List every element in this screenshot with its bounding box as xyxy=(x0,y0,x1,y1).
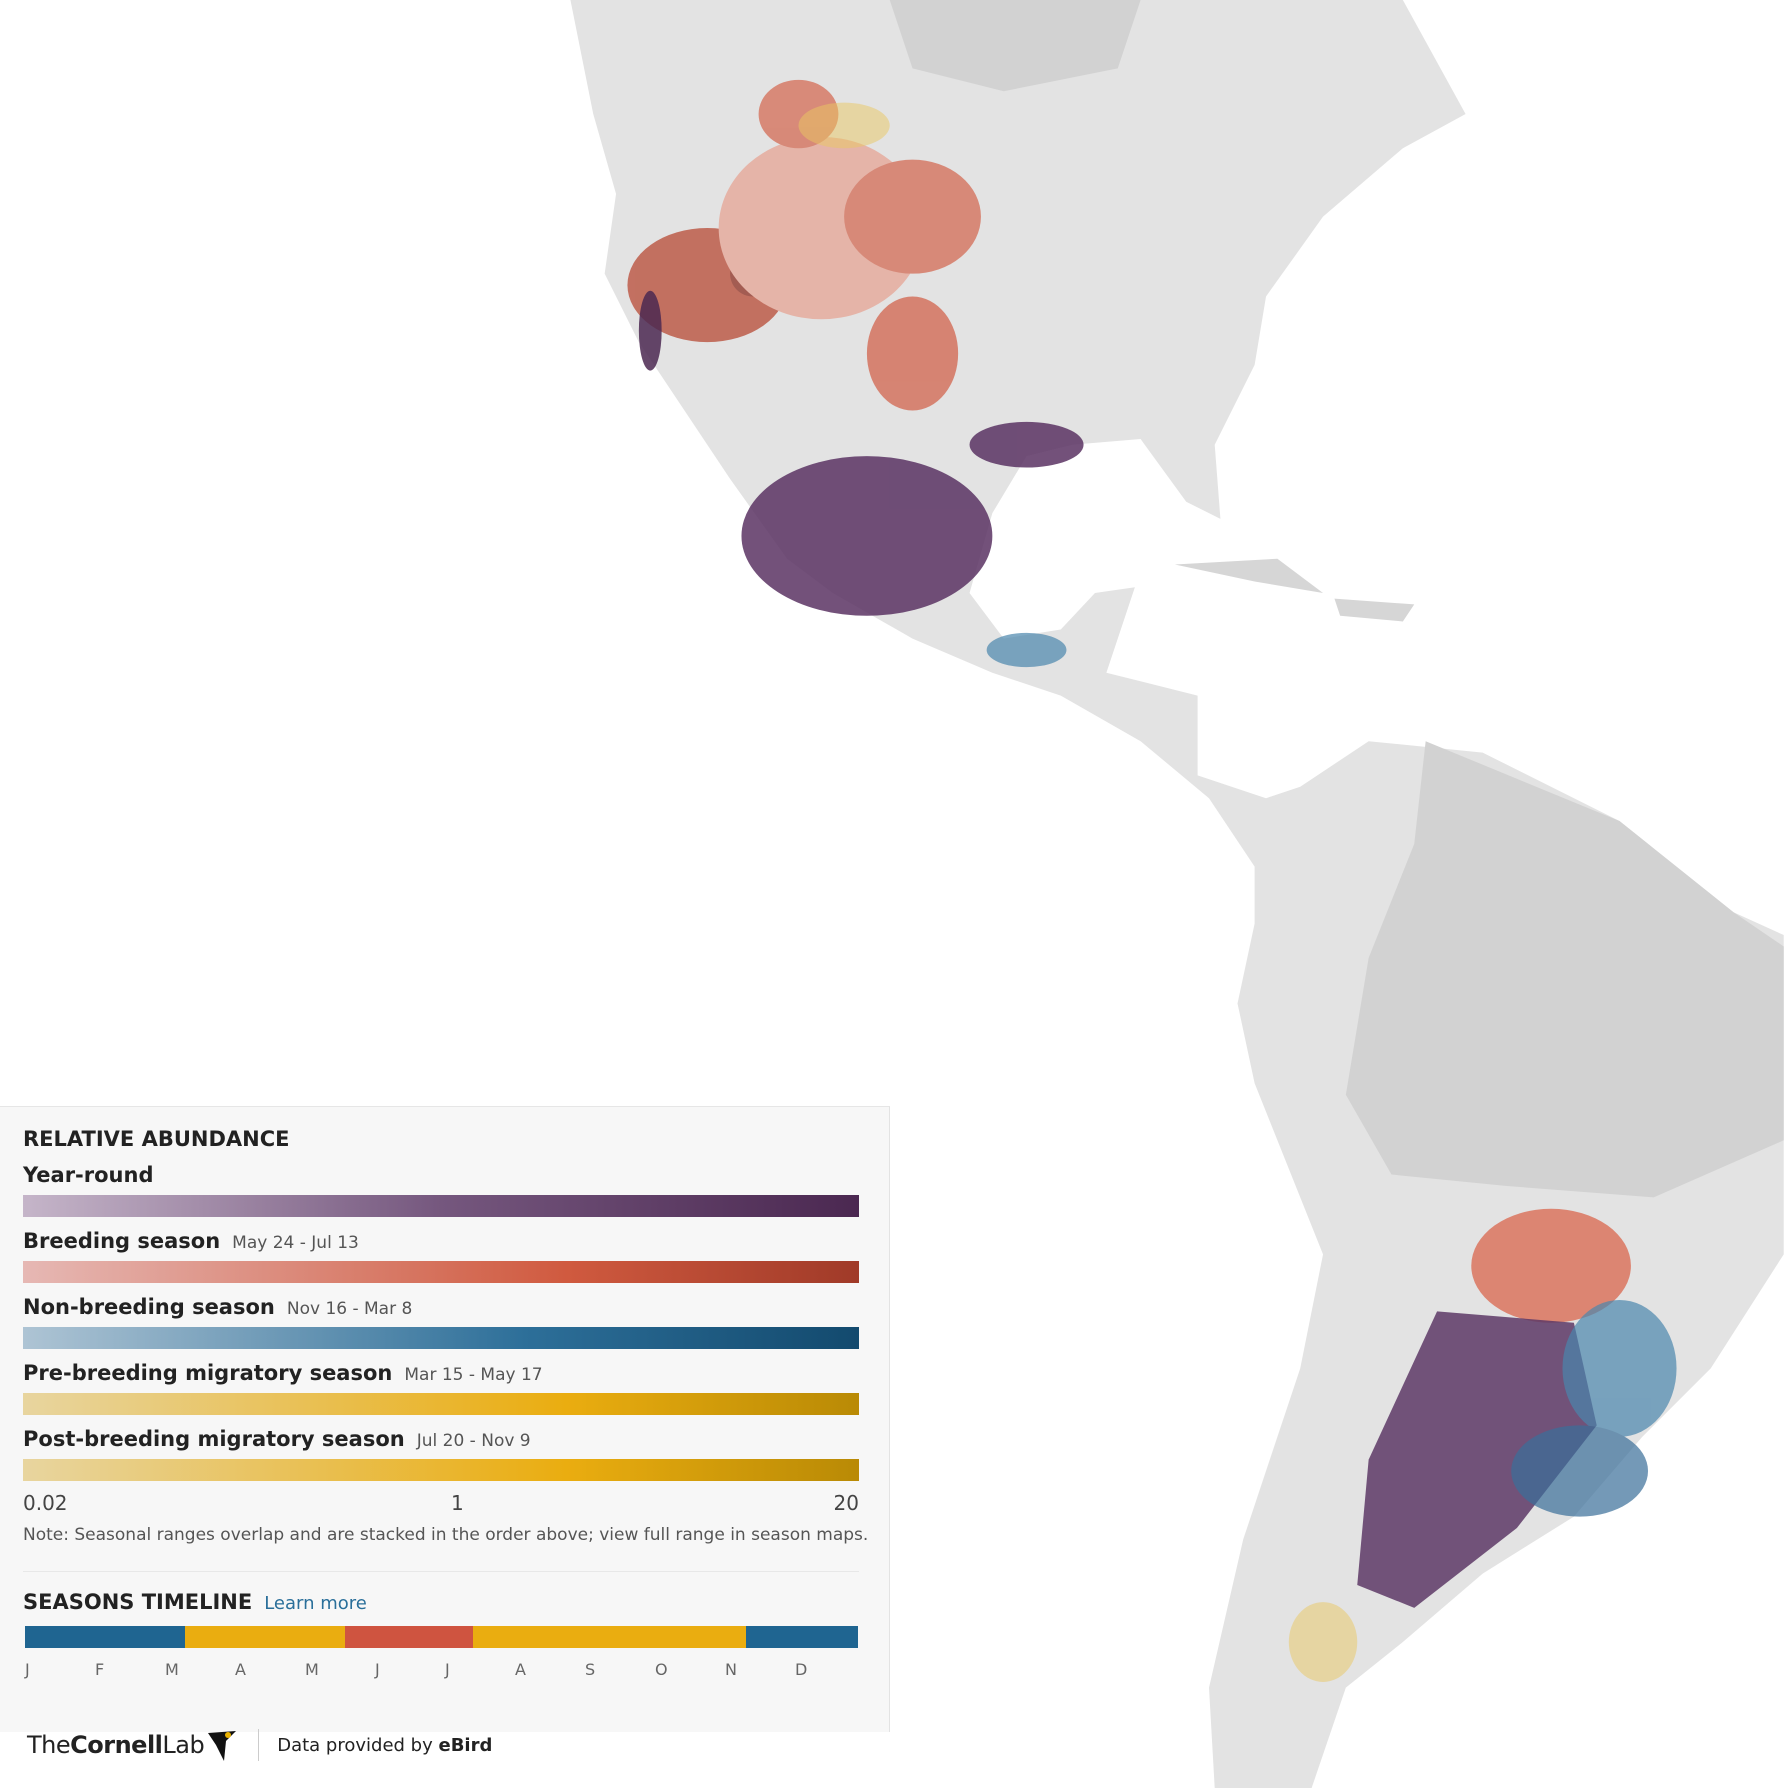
season-label: Post-breeding migratory season Jul 20 - N… xyxy=(23,1427,889,1451)
timeline-segment xyxy=(185,1626,345,1648)
land-island xyxy=(1334,598,1415,622)
abundance-non-breeding xyxy=(986,632,1677,1517)
season-dates: May 24 - Jul 13 xyxy=(232,1233,359,1253)
credit-brand: eBird xyxy=(438,1734,493,1756)
land-dark xyxy=(889,0,1141,92)
logo: TheCornellLab xyxy=(27,1731,205,1759)
timeline-segment xyxy=(473,1626,746,1648)
month-label: N xyxy=(725,1660,737,1679)
separator xyxy=(23,1571,859,1572)
month-label: D xyxy=(795,1660,808,1679)
timeline-segment xyxy=(25,1626,185,1648)
season-dates: Mar 15 - May 17 xyxy=(404,1365,543,1385)
season-label: Pre-breeding migratory season Mar 15 - Ma… xyxy=(23,1361,889,1385)
legend-title: RELATIVE ABUNDANCE xyxy=(23,1127,290,1151)
season-label: Year-round xyxy=(23,1163,889,1187)
abundance-year-round xyxy=(638,290,1597,1608)
timeline-segment xyxy=(746,1626,858,1648)
timeline-segment xyxy=(345,1626,473,1648)
season-label: Breeding season May 24 - Jul 13 xyxy=(23,1229,889,1253)
month-label: F xyxy=(95,1660,105,1679)
gradient-bar xyxy=(23,1327,859,1349)
abundance-breeding xyxy=(627,79,1631,1323)
month-label: O xyxy=(655,1660,668,1679)
month-label: M xyxy=(165,1660,179,1679)
gradient-bar xyxy=(23,1261,859,1283)
land-dark xyxy=(1345,741,1784,1198)
timeline-header: SEASONS TIMELINE Learn more xyxy=(23,1590,889,1614)
legend-panel: RELATIVE ABUNDANCE Year-round Breeding s… xyxy=(0,1106,890,1732)
gradient-bar xyxy=(23,1459,859,1481)
month-label: A xyxy=(515,1660,526,1679)
season-name: Pre-breeding migratory season xyxy=(23,1361,393,1385)
abundance-migratory xyxy=(798,102,1358,1682)
season-name: Non-breeding season xyxy=(23,1295,275,1319)
learn-more-link[interactable]: Learn more xyxy=(264,1593,367,1614)
season-name: Post-breeding migratory season xyxy=(23,1427,405,1451)
season-name: Year-round xyxy=(23,1163,154,1187)
season-dates: Nov 16 - Mar 8 xyxy=(286,1299,413,1319)
scale-max: 20 xyxy=(833,1491,859,1515)
season-dates: Jul 20 - Nov 9 xyxy=(416,1431,531,1451)
footer: TheCornellLab Data provided by eBird xyxy=(27,1725,492,1765)
month-label: A xyxy=(235,1660,246,1679)
logo-the: The xyxy=(27,1731,71,1759)
gradient-bar xyxy=(23,1393,859,1415)
land-island xyxy=(1174,558,1324,593)
legend-note: Note: Seasonal ranges overlap and are st… xyxy=(23,1525,869,1545)
gradient-bar xyxy=(23,1195,859,1217)
scale-min: 0.02 xyxy=(23,1491,68,1515)
month-label: J xyxy=(25,1660,30,1679)
month-label: S xyxy=(585,1660,596,1679)
credit: Data provided by xyxy=(277,1734,433,1756)
logo-bird xyxy=(208,1731,237,1761)
logo-lab: Lab xyxy=(162,1731,205,1759)
scale-mid: 1 xyxy=(451,1491,464,1515)
timeline-title: SEASONS TIMELINE xyxy=(23,1590,253,1614)
scale-labels: 0.02 1 20 xyxy=(23,1491,859,1519)
season-name: Breeding season xyxy=(23,1229,221,1253)
month-label: M xyxy=(305,1660,319,1679)
divider xyxy=(258,1729,260,1761)
logo-cornell: Cornell xyxy=(70,1731,163,1759)
season-label: Non-breeding season Nov 16 - Mar 8 xyxy=(23,1295,889,1319)
month-label: J xyxy=(445,1660,450,1679)
month-label: J xyxy=(375,1660,380,1679)
